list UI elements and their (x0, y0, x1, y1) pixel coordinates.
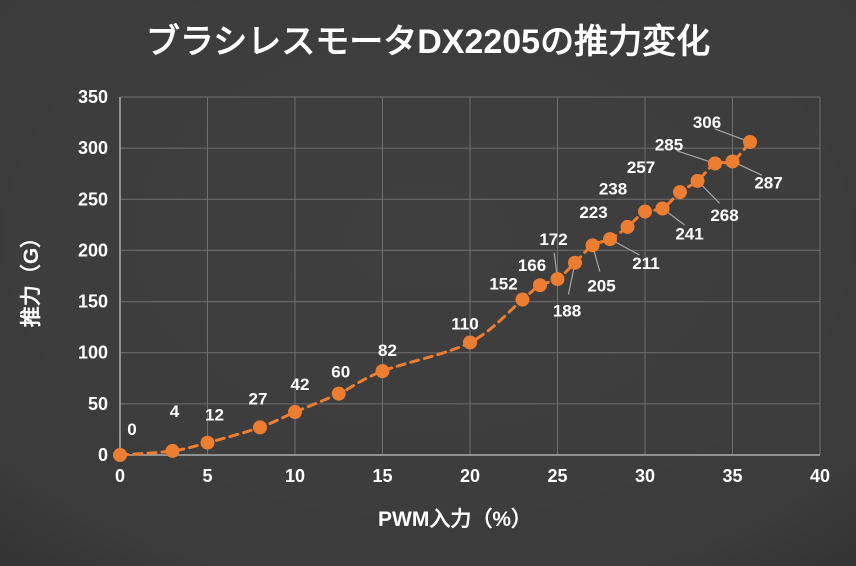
data-label: 0 (127, 420, 136, 439)
y-axis-title: 推力（G） (19, 227, 43, 327)
data-label: 82 (378, 341, 397, 360)
data-point (725, 154, 740, 169)
x-tick-label: 25 (547, 466, 567, 486)
data-label: 172 (539, 230, 567, 249)
data-label: 152 (489, 275, 517, 294)
data-point (620, 219, 635, 234)
x-tick-label: 10 (285, 466, 305, 486)
data-label: 268 (710, 206, 738, 225)
y-tick-label: 150 (78, 292, 108, 312)
data-label: 223 (579, 203, 607, 222)
data-point (200, 435, 215, 450)
data-point (585, 238, 600, 253)
data-label: 306 (693, 113, 721, 132)
data-label: 60 (331, 363, 350, 382)
y-tick-label: 100 (78, 343, 108, 363)
data-label: 287 (754, 173, 782, 192)
x-tick-label: 40 (810, 466, 830, 486)
data-label: 238 (599, 180, 627, 199)
x-tick-label: 5 (202, 466, 212, 486)
x-tick-label: 15 (372, 466, 392, 486)
data-label: 12 (205, 406, 224, 425)
data-label: 110 (451, 314, 478, 333)
data-label: 205 (587, 276, 615, 295)
x-tick-label: 0 (115, 466, 125, 486)
data-point (673, 185, 687, 200)
data-point (638, 204, 652, 219)
chart-title: ブラシレスモータDX2205の推力変化 (146, 22, 710, 61)
y-tick-label: 0 (98, 445, 108, 465)
series-thrust (113, 135, 757, 462)
data-point (165, 443, 180, 458)
data-point (113, 448, 127, 462)
data-label: 241 (675, 224, 703, 243)
x-axis-title: PWM入力（%） (378, 507, 532, 531)
data-point (515, 292, 530, 307)
x-tick-label: 30 (635, 466, 655, 486)
data-point (690, 173, 705, 188)
data-labels: 04 12274260821101521661721882052112232382… (127, 113, 782, 439)
data-label: 211 (632, 254, 659, 273)
data-label: 4 (170, 402, 180, 421)
data-point (331, 386, 346, 401)
data-label: 188 (553, 302, 581, 321)
axes (119, 97, 820, 456)
data-point (568, 255, 582, 270)
y-tick-label: 250 (78, 189, 108, 209)
data-label: 42 (291, 375, 310, 394)
series-line (118, 140, 752, 457)
data-point (463, 335, 477, 350)
y-tick-label: 200 (78, 240, 108, 260)
y-tick-label: 350 (78, 87, 108, 107)
data-point (550, 272, 565, 287)
gridlines (119, 96, 821, 456)
data-point (603, 232, 617, 247)
data-point (375, 364, 390, 379)
y-tick-label: 50 (88, 394, 108, 414)
data-label: 27 (249, 389, 268, 408)
data-label: 166 (518, 256, 546, 275)
data-point (253, 420, 267, 435)
y-tick-label: 300 (78, 138, 108, 158)
data-point (533, 278, 547, 293)
data-point (743, 135, 757, 150)
x-tick-label: 20 (460, 466, 480, 486)
data-label: 285 (655, 135, 683, 154)
data-point (708, 156, 722, 171)
data-point (288, 405, 302, 420)
x-tick-label: 35 (722, 466, 742, 486)
data-point (655, 201, 670, 216)
data-label: 257 (627, 158, 655, 177)
